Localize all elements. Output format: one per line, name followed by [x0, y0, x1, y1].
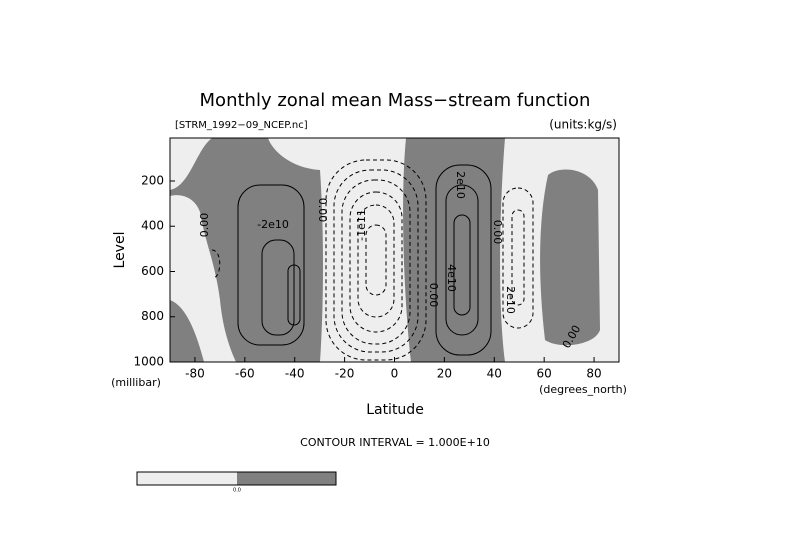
shade-positive	[170, 300, 204, 362]
units-label: (units:kg/s)	[549, 118, 617, 132]
y-axis-label: Level	[112, 232, 128, 269]
contour-line	[349, 191, 403, 333]
y-tick-label: 400	[141, 219, 164, 233]
contour-line	[341, 179, 411, 345]
x-tick-label: -80	[185, 367, 205, 381]
x-tick-label: 20	[437, 367, 452, 381]
contour-label: 0.00	[427, 283, 440, 308]
contour-line	[287, 264, 301, 326]
colorbar: 0.0	[136, 471, 337, 494]
contour-line	[435, 164, 492, 356]
contour-label: 0.00	[198, 213, 211, 238]
contour-label: 2e10	[504, 286, 517, 314]
contour-line	[445, 184, 479, 336]
y-axis-units: (millibar)	[111, 376, 161, 389]
contour-label: 4e10	[445, 264, 458, 292]
colorbar-label: 0.0	[233, 488, 241, 494]
x-tick-label: 80	[586, 367, 601, 381]
shade-positive	[540, 169, 600, 346]
x-axis-label: Latitude	[366, 402, 424, 418]
contour-label: 2e10	[454, 171, 467, 199]
subtitle: [STRM_1992−09_NCEP.nc]	[175, 120, 308, 131]
contour-line	[357, 204, 395, 318]
colorbar-frame	[136, 471, 337, 486]
shade-positive	[170, 138, 323, 362]
x-axis-units: (degrees_north)	[539, 383, 627, 396]
contour-line	[502, 187, 534, 329]
colorbar-swatch	[237, 472, 336, 485]
contour-label: 0.00	[316, 198, 329, 223]
colorbar-swatch	[137, 472, 237, 485]
x-tick-label: -20	[335, 367, 355, 381]
y-tick-label: 200	[141, 173, 164, 187]
y-tick-label: 1000	[133, 355, 164, 369]
contour-line	[453, 214, 471, 316]
contour-line	[237, 184, 305, 346]
contour-line	[261, 239, 295, 336]
chart-title: Monthly zonal mean Mass−stream function	[200, 90, 591, 111]
contour-interval: CONTOUR INTERVAL = 1.000E+10	[300, 436, 490, 449]
contour-label: 0.00	[491, 220, 504, 245]
plot-area	[169, 137, 620, 363]
x-tick-label: 0	[391, 367, 399, 381]
contour-line	[211, 249, 221, 279]
contour-label: -2e10	[257, 218, 289, 231]
x-tick-label: 60	[537, 367, 552, 381]
contour-line	[365, 224, 387, 296]
contour-line	[511, 209, 525, 306]
contour-line	[325, 159, 427, 361]
x-tick-label: 40	[487, 367, 502, 381]
contour-line	[333, 169, 419, 353]
contour-lines	[211, 159, 534, 361]
x-tick-label: -40	[285, 367, 305, 381]
y-tick-label: 600	[141, 264, 164, 278]
x-tick-label: -60	[235, 367, 255, 381]
y-tick-label: 800	[141, 309, 164, 323]
contour-label: -1e11	[355, 209, 368, 241]
